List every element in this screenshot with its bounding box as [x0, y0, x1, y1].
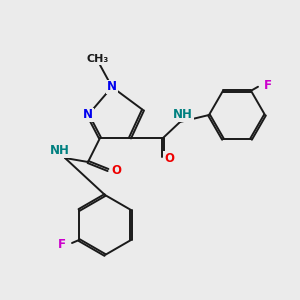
Text: O: O: [164, 152, 174, 164]
Text: N: N: [107, 80, 117, 94]
Text: F: F: [58, 238, 66, 250]
Text: N: N: [83, 109, 93, 122]
Text: NH: NH: [173, 109, 193, 122]
Text: CH₃: CH₃: [87, 54, 109, 64]
Text: NH: NH: [50, 145, 70, 158]
Text: O: O: [111, 164, 121, 178]
Text: F: F: [264, 79, 272, 92]
